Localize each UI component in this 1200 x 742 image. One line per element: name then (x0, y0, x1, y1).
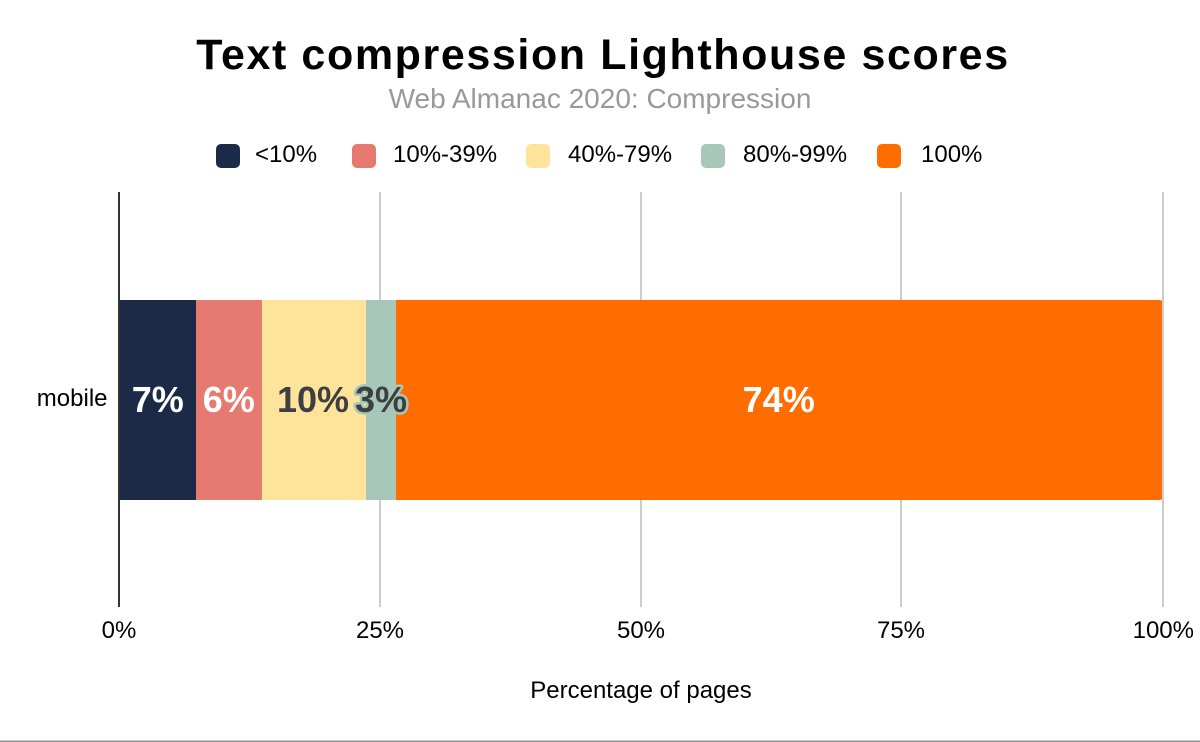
svg-text:3%: 3% (355, 379, 407, 420)
